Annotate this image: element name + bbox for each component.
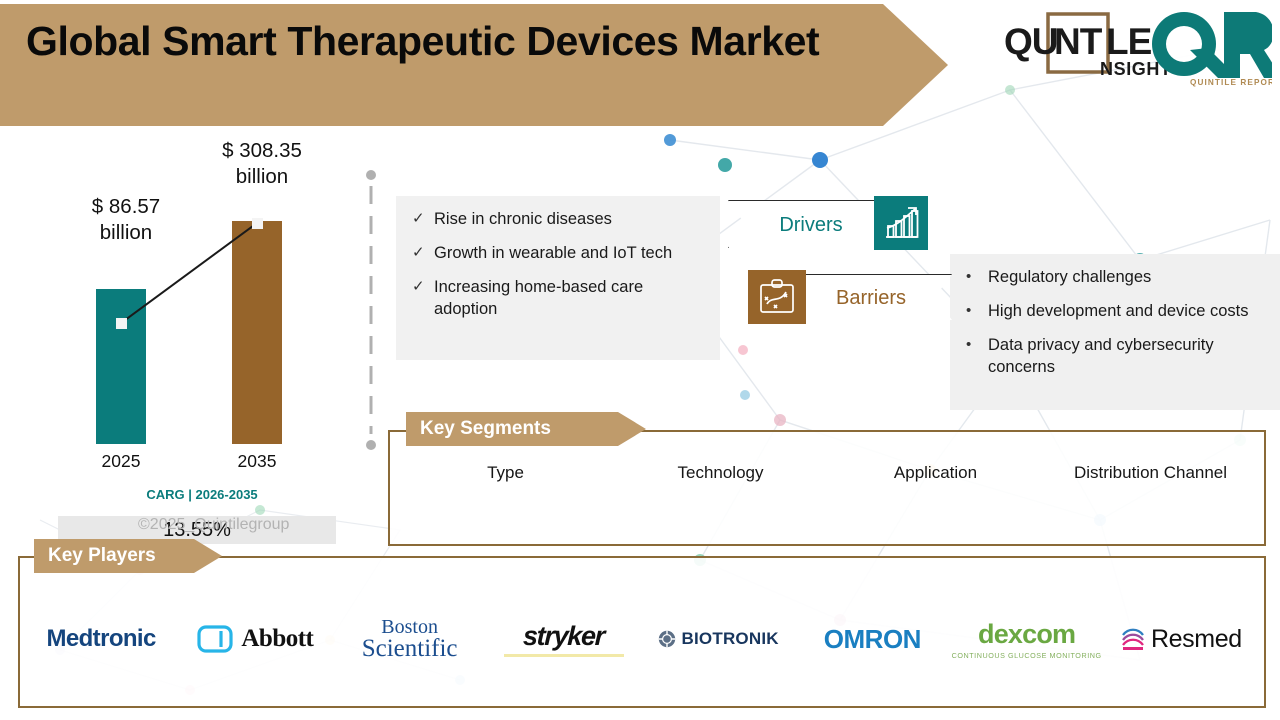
key-segments-row: Type Technology Application Distribution… <box>398 462 1258 485</box>
svg-text:NT: NT <box>1054 21 1103 62</box>
strategy-clipboard-icon <box>760 279 794 313</box>
resmed-symbol-icon <box>1122 628 1144 650</box>
trend-line <box>120 222 258 324</box>
list-item: • Regulatory challenges <box>962 266 1266 289</box>
copyright-watermark: ©2025_Quintilegroup <box>138 516 290 533</box>
barrier-text: Regulatory challenges <box>988 268 1152 286</box>
list-item: ✓ Rise in chronic diseases <box>408 208 706 231</box>
svg-text:QUINTILE REPORTS: QUINTILE REPORTS <box>1190 78 1272 87</box>
key-players-tab: Key Players <box>34 539 222 573</box>
bar-value-label-2025: $ 86.57 billion <box>91 195 161 245</box>
barriers-list: • Regulatory challenges • High developme… <box>950 254 1280 379</box>
barrier-text: Data privacy and cybersecurity concerns <box>988 335 1214 377</box>
abbott-logo-text: Abbott <box>241 625 314 652</box>
svg-text:LE: LE <box>1106 21 1152 62</box>
list-item: ✓ Growth in wearable and IoT tech <box>408 242 706 265</box>
trend-node-2025 <box>116 318 127 329</box>
player-logo-medtronic: Medtronic <box>24 604 178 674</box>
player-logo-resmed: Resmed <box>1104 604 1258 674</box>
key-segments-tab: Key Segments <box>406 412 646 446</box>
player-logo-dexcom: dexcom CONTINUOUS GLUCOSE MONITORING <box>950 604 1104 674</box>
medtronic-logo-text: Medtronic <box>46 625 156 652</box>
key-segments-tab-label: Key Segments <box>420 418 551 439</box>
market-size-chart: $ 86.57 billion $ 308.35 billion 2025 20… <box>52 130 342 544</box>
player-logo-stryker: stryker <box>487 604 641 674</box>
abbott-symbol-icon <box>197 625 233 653</box>
growth-bar-chart-icon <box>886 207 919 238</box>
stryker-underline <box>503 654 624 657</box>
drivers-label: Drivers <box>779 213 843 236</box>
bar-value-label-2035: $ 308.35 billion <box>222 139 302 189</box>
bullet-icon: • <box>966 301 972 319</box>
barriers-label: Barriers <box>835 286 906 309</box>
cagr-label: CARG | 2026-2035 <box>146 487 258 502</box>
key-players-tab-label: Key Players <box>48 545 156 566</box>
key-segments-panel <box>388 430 1266 546</box>
player-logo-boston-scientific: Boston Scientific <box>333 604 487 674</box>
resmed-logo-text: Resmed <box>1151 624 1242 653</box>
trend-node-2035 <box>252 218 263 229</box>
drivers-list: ✓ Rise in chronic diseases ✓ Growth in w… <box>396 196 720 321</box>
bar-category-2025: 2025 <box>101 451 141 471</box>
quintile-insights-logo-icon: QU NT LE NSIGHTS QUINTILE REPORTS <box>1004 4 1280 87</box>
list-item: • High development and device costs <box>962 300 1266 323</box>
dexcom-logo-text: dexcom <box>978 618 1076 649</box>
segment-item-type: Type <box>487 463 524 482</box>
player-logo-omron: OMRON <box>795 604 949 674</box>
driver-text: Growth in wearable and IoT tech <box>434 243 673 262</box>
stryker-logo-text: stryker <box>522 621 605 651</box>
drivers-icon-tile <box>874 196 928 250</box>
drivers-ribbon: Drivers <box>728 200 876 248</box>
omron-logo-text: OMRON <box>823 623 922 654</box>
page-title: Global Smart Therapeutic Devices Market <box>26 18 820 64</box>
list-item: ✓ Increasing home-based care adoption <box>408 276 706 322</box>
player-logo-biotronik: BIOTRONIK <box>641 604 795 674</box>
check-icon: ✓ <box>412 277 425 295</box>
bullet-icon: • <box>966 268 972 285</box>
barrier-text: High development and device costs <box>988 301 1249 320</box>
bar-2035 <box>232 221 282 444</box>
barriers-list-panel: • Regulatory challenges • High developme… <box>950 254 1280 410</box>
driver-text: Increasing home-based care adoption <box>434 277 644 319</box>
check-icon: ✓ <box>412 243 425 261</box>
boston-scientific-logo-line1: Boston <box>381 615 438 638</box>
dexcom-tagline: CONTINUOUS GLUCOSE MONITORING <box>951 650 1102 660</box>
bar-2025 <box>96 289 146 444</box>
drivers-list-panel: ✓ Rise in chronic diseases ✓ Growth in w… <box>396 196 720 360</box>
biotronik-logo-text: BIOTRONIK <box>681 629 779 648</box>
boston-scientific-logo-line2: Scientific <box>361 634 458 662</box>
segment-item-distribution-channel: Distribution Channel <box>1073 463 1228 482</box>
bar-category-2035: 2035 <box>237 451 277 471</box>
player-logo-abbott: Abbott <box>178 604 332 674</box>
list-item: • Data privacy and cybersecurity concern… <box>962 334 1266 380</box>
driver-text: Rise in chronic diseases <box>434 210 612 228</box>
segment-item-application: Application <box>893 463 978 482</box>
barriers-ribbon: Barriers <box>804 274 952 320</box>
vertical-dashed-divider <box>366 170 376 450</box>
biotronik-symbol-icon <box>658 630 675 648</box>
barriers-icon-tile <box>748 270 806 324</box>
segment-item-technology: Technology <box>677 463 764 482</box>
brand-logo: QU NT LE NSIGHTS QUINTILE REPORTS <box>992 2 1280 88</box>
bullet-icon: • <box>966 335 972 353</box>
key-players-row: Medtronic Abbott Boston Scientific stryk… <box>24 600 1258 678</box>
check-icon: ✓ <box>412 210 425 227</box>
svg-text:QU: QU <box>1004 21 1058 62</box>
